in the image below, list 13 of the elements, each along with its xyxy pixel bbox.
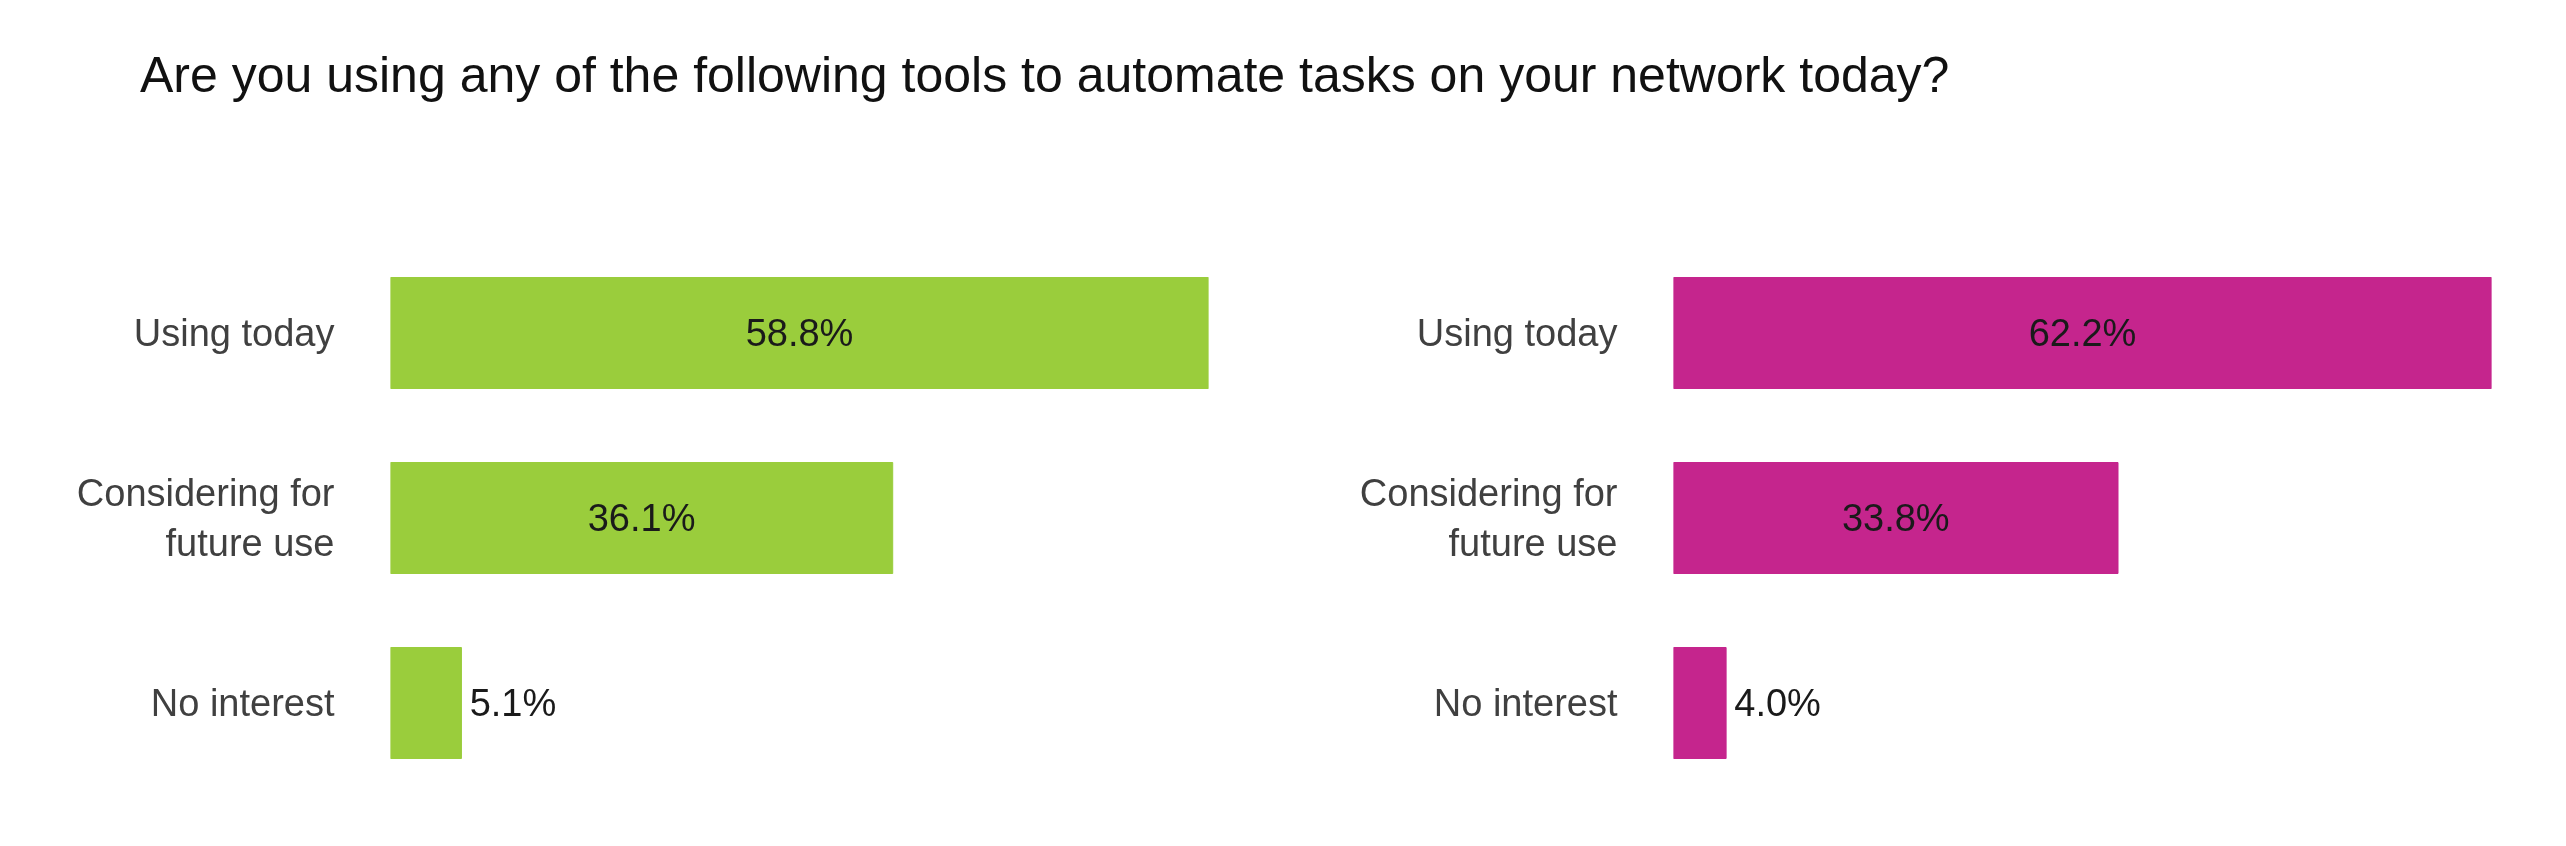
y-tick-label: No interest xyxy=(1433,682,1618,724)
data-label: 4.0% xyxy=(1734,682,1821,724)
chart-title: Are you using any of the following tools to automate tasks on your network today? xyxy=(140,46,1950,105)
data-label: 62.2% xyxy=(2028,312,2137,354)
data-label: 36.1% xyxy=(587,497,696,539)
y-tick-label: Using today xyxy=(133,312,335,354)
y-tick-label: Using today xyxy=(1416,312,1618,354)
data-label: 5.1% xyxy=(469,682,557,724)
y-tick-label: No interest xyxy=(150,682,335,724)
data-label: 33.8% xyxy=(1841,497,1950,539)
y-tick-label: Considering for future use xyxy=(76,471,335,565)
y-tick-label: Considering for future use xyxy=(1359,471,1618,565)
data-label: 58.8% xyxy=(745,312,854,354)
